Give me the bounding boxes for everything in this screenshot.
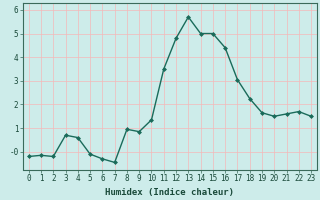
X-axis label: Humidex (Indice chaleur): Humidex (Indice chaleur): [105, 188, 235, 197]
